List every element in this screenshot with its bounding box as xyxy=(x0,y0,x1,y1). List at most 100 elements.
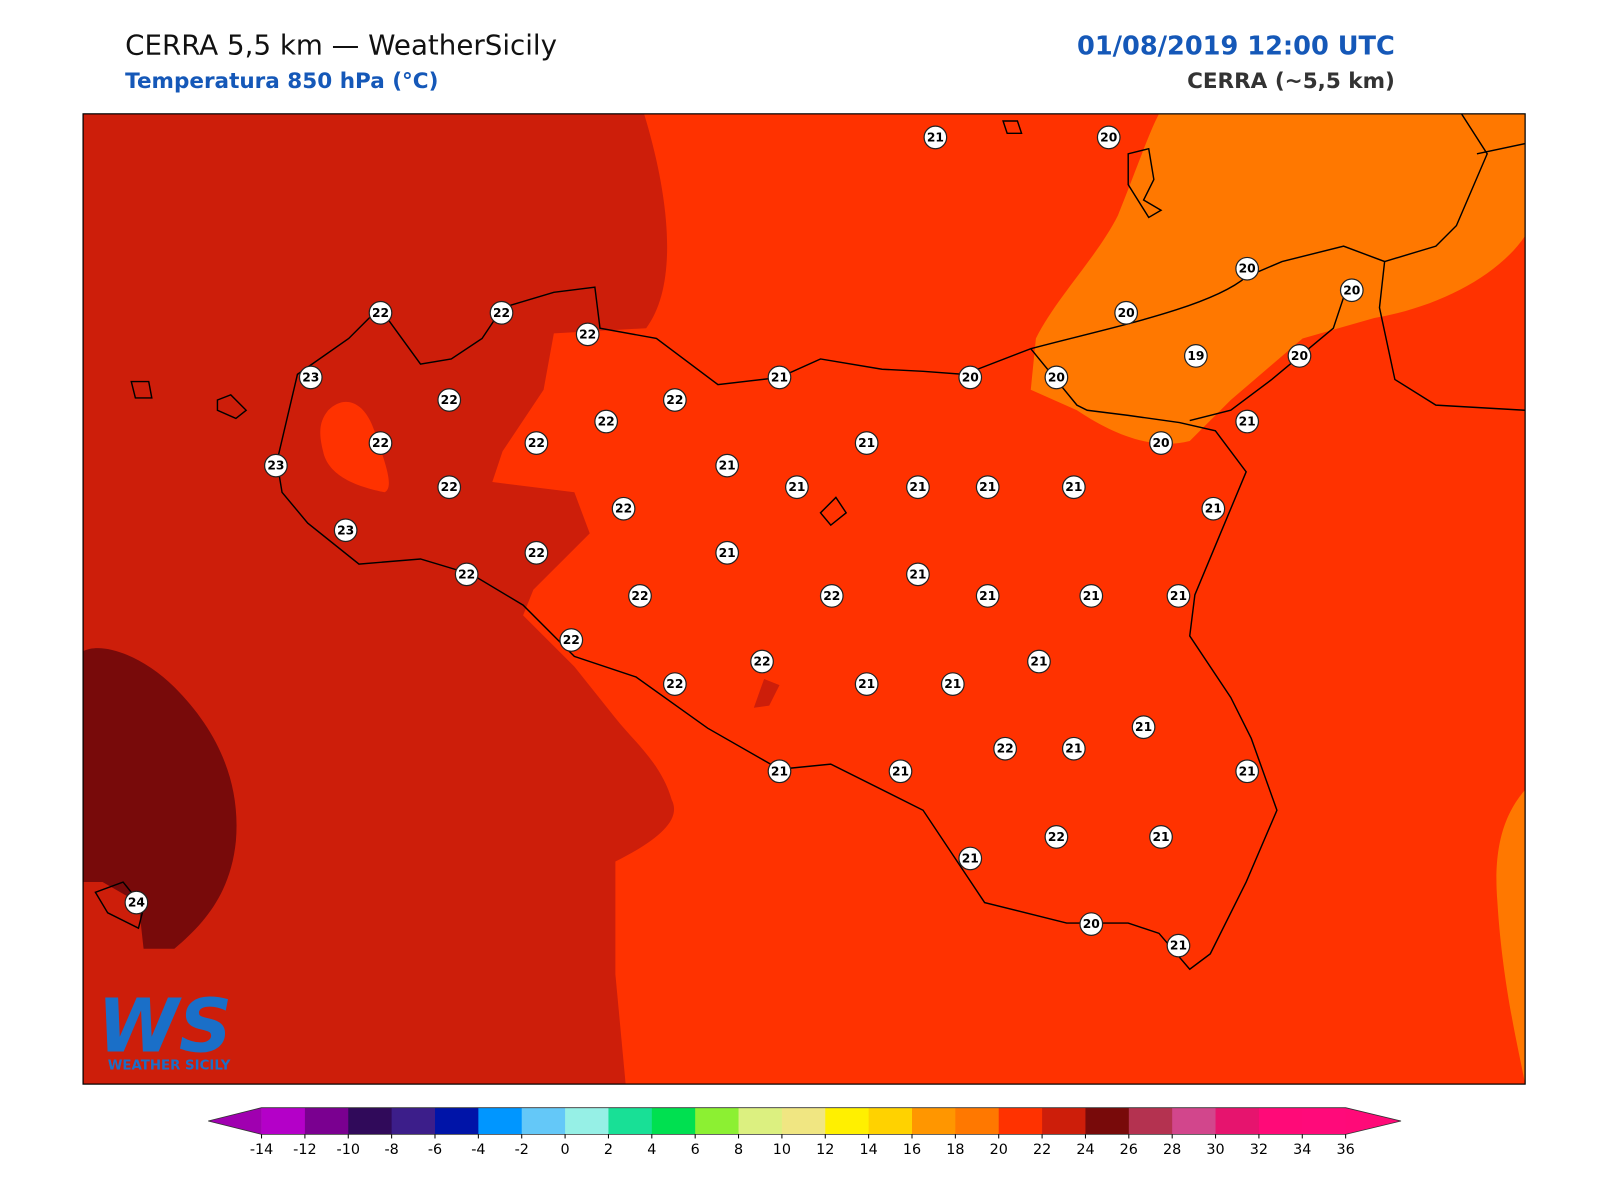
station-marker xyxy=(437,475,462,500)
station-marker xyxy=(906,475,930,500)
station-value: 21 xyxy=(927,130,944,144)
colorbar-bin xyxy=(825,1107,870,1135)
station-marker xyxy=(1201,496,1226,521)
colorbar-tick-label: 16 xyxy=(903,1142,921,1158)
colorbar-bin xyxy=(955,1107,1000,1135)
station-value: 22 xyxy=(753,655,770,669)
datetime: 01/08/2019 12:00 UTC xyxy=(1077,31,1395,61)
station-value: 20 xyxy=(962,370,979,384)
colorbar-tick-label: -4 xyxy=(471,1142,485,1158)
colorbar-tick-label: 20 xyxy=(990,1142,1008,1158)
colorbar-tick-label: 0 xyxy=(561,1142,570,1158)
station-marker xyxy=(750,649,774,674)
station-value: 22 xyxy=(823,589,840,603)
station-marker xyxy=(524,540,549,565)
logo: WS WEATHER SICILY xyxy=(97,983,232,1073)
station-marker xyxy=(559,628,584,652)
station-marker xyxy=(1235,256,1260,281)
station-value: 21 xyxy=(1205,502,1222,516)
station-value: 22 xyxy=(615,502,632,516)
station-value: 22 xyxy=(441,393,458,407)
colorbar-tick-label: 30 xyxy=(1206,1142,1224,1158)
colorbar-bin xyxy=(695,1107,740,1135)
stations: 21 20 20 20 22 22 22 20 19 20 23 21 20 20 22 22 22 21 22 22… xyxy=(124,125,1364,958)
station-value: 21 xyxy=(1135,720,1152,734)
station-value: 23 xyxy=(302,370,319,384)
colorbar-tick-label: -14 xyxy=(250,1142,273,1158)
station-value: 22 xyxy=(1048,830,1065,844)
temp-region xyxy=(1496,789,1526,1085)
station-value: 21 xyxy=(1170,589,1187,603)
colorbar: -14 -12 -10 -8 -6 -4 -2 0 2 4 6 8 10 12 14 16 18 20 22 24 26… xyxy=(208,1107,1402,1158)
coastline xyxy=(94,113,1526,971)
station-value: 21 xyxy=(909,567,926,581)
station-marker xyxy=(1149,431,1173,455)
colorbar-tick-label: -6 xyxy=(428,1142,442,1158)
station-value: 21 xyxy=(944,677,961,691)
colorbar-tick-label: 4 xyxy=(647,1142,656,1158)
colorbar-bin xyxy=(1128,1107,1173,1135)
station-marker xyxy=(1166,933,1191,958)
station-marker xyxy=(1114,300,1139,325)
station-value: 21 xyxy=(1239,415,1256,429)
colorbar-bin xyxy=(1302,1107,1347,1135)
station-value: 23 xyxy=(267,459,284,473)
station-value: 22 xyxy=(666,393,683,407)
station-marker xyxy=(1079,912,1104,936)
station-marker xyxy=(575,322,600,347)
station-value: 20 xyxy=(1343,283,1360,297)
station-value: 21 xyxy=(892,764,909,778)
station-marker xyxy=(437,388,462,412)
station-marker xyxy=(1061,736,1086,761)
temp-region xyxy=(320,401,389,493)
station-value: 21 xyxy=(1152,830,1169,844)
station-marker xyxy=(594,409,619,434)
station-value: 21 xyxy=(1065,480,1082,494)
station-value: 22 xyxy=(372,306,389,320)
colorbar-tick-label: 36 xyxy=(1337,1142,1355,1158)
station-marker xyxy=(888,759,913,784)
station-value: 20 xyxy=(1291,349,1308,363)
station-marker xyxy=(1235,759,1260,784)
colorbar-tick-label: 12 xyxy=(816,1142,834,1158)
station-marker xyxy=(333,518,358,543)
station-marker xyxy=(1061,475,1086,500)
temp-region xyxy=(1030,113,1526,444)
colorbar-bin xyxy=(391,1107,436,1135)
station-value: 24 xyxy=(128,896,145,910)
station-marker xyxy=(1044,825,1069,849)
colorbar-tick-label: 26 xyxy=(1120,1142,1138,1158)
station-value: 23 xyxy=(337,523,354,537)
station-value: 20 xyxy=(1083,917,1100,931)
colorbar-under xyxy=(208,1107,262,1135)
colorbar-bin xyxy=(911,1107,956,1135)
station-value: 21 xyxy=(909,480,926,494)
station-marker xyxy=(819,583,844,608)
station-marker xyxy=(298,365,323,390)
station-marker xyxy=(975,475,1000,500)
station-marker xyxy=(662,388,687,412)
colorbar-tick-label: 2 xyxy=(604,1142,613,1158)
station-marker xyxy=(993,736,1018,761)
colorbar-bin xyxy=(1085,1107,1130,1135)
station-value: 20 xyxy=(1118,306,1135,320)
station-marker xyxy=(854,431,879,455)
colorbar-tick-label: 6 xyxy=(691,1142,700,1158)
station-value: 21 xyxy=(858,436,875,450)
station-marker xyxy=(628,583,652,608)
map-frame xyxy=(82,113,1526,1085)
station-value: 21 xyxy=(719,546,736,560)
station-value: 20 xyxy=(1048,370,1065,384)
station-marker xyxy=(662,672,687,696)
station-value: 22 xyxy=(666,677,683,691)
station-marker xyxy=(1044,365,1069,390)
station-marker xyxy=(975,583,1000,608)
station-value: 21 xyxy=(962,851,979,865)
station-marker xyxy=(1079,583,1104,608)
station-value: 21 xyxy=(719,459,736,473)
station-marker xyxy=(715,453,740,478)
colorbar-tick-label: -12 xyxy=(293,1142,316,1158)
station-value: 21 xyxy=(771,370,788,384)
colorbar-tick-label: 24 xyxy=(1076,1142,1094,1158)
